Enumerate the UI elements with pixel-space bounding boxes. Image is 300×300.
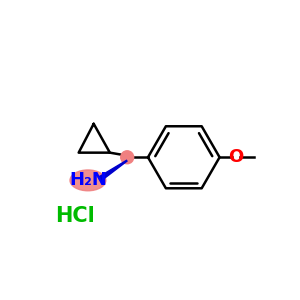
Circle shape <box>121 151 134 164</box>
Text: O: O <box>228 148 243 166</box>
Ellipse shape <box>70 170 106 191</box>
Text: H₂N: H₂N <box>69 171 107 189</box>
Text: HCl: HCl <box>56 206 95 226</box>
Polygon shape <box>98 160 127 181</box>
